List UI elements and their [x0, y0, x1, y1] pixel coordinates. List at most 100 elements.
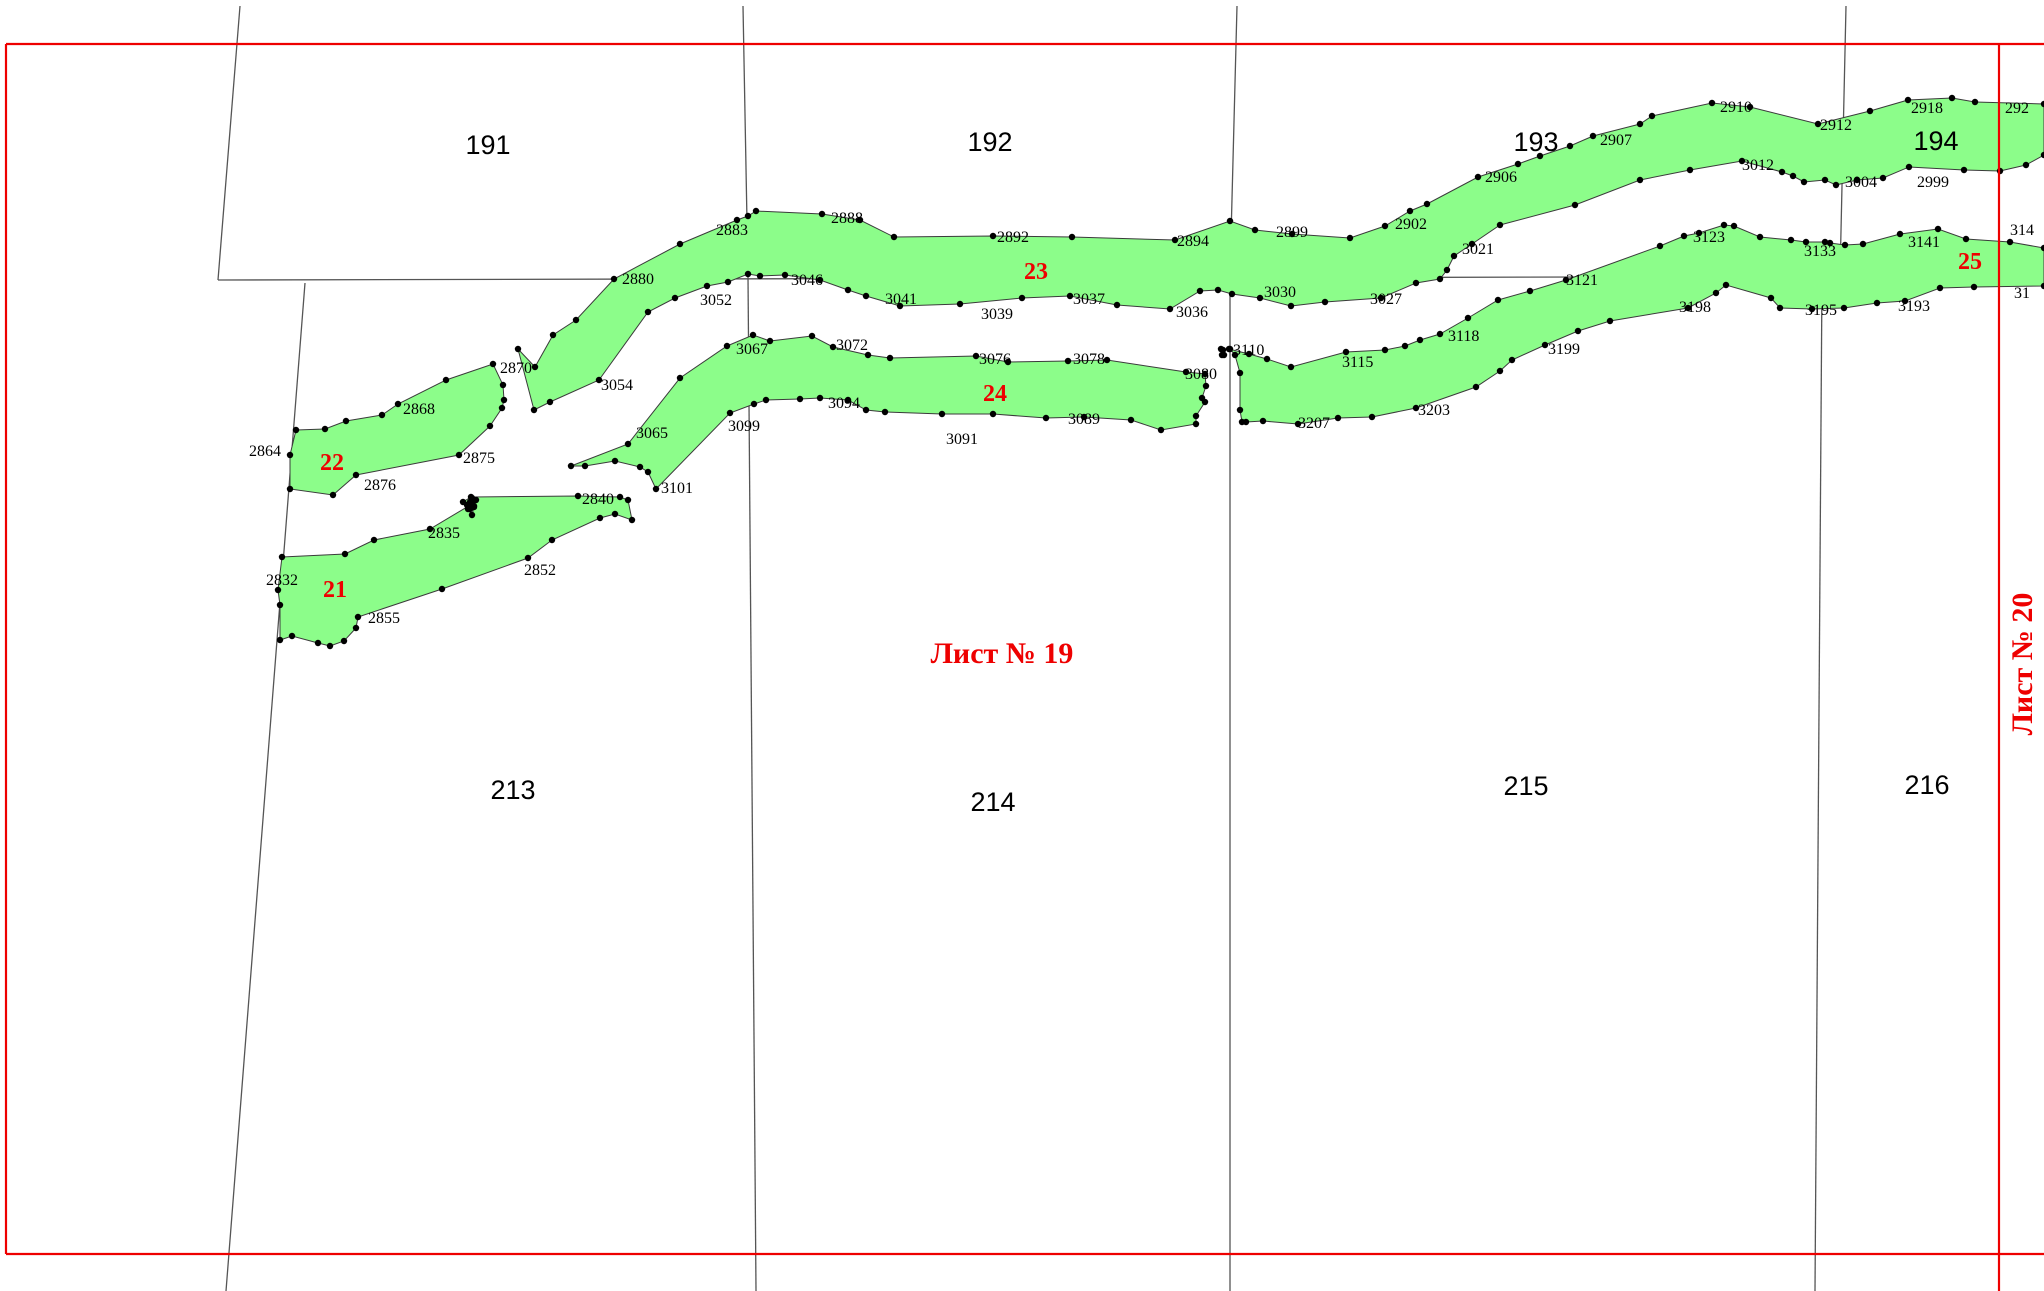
vertex-dot: [326, 642, 334, 650]
vertex-dot: [1606, 317, 1614, 325]
vertex-dot: [1574, 327, 1582, 335]
point-label: 3037: [1073, 291, 1105, 308]
point-label: 3052: [700, 292, 732, 309]
vertex-dot: [1821, 176, 1829, 184]
vertex-dot: [896, 302, 904, 310]
vertex-dot: [1746, 103, 1754, 111]
vertex-dot: [292, 426, 300, 434]
point-label: 2918: [1911, 100, 1943, 117]
vertex-dot: [1514, 160, 1522, 168]
vertex-dot: [610, 275, 618, 283]
vertex-dot: [726, 409, 734, 417]
vertex-dot: [548, 536, 556, 544]
vertex-dot: [1962, 235, 1970, 243]
vertex-dot: [498, 404, 506, 412]
vertex-dot: [1896, 230, 1904, 238]
vertex-dot: [352, 624, 360, 632]
vertex-dot: [1526, 287, 1534, 295]
point-label: 2855: [368, 610, 400, 627]
vertex-dot: [1636, 176, 1644, 184]
vertex-dot: [1157, 426, 1165, 434]
point-label: 3207: [1298, 415, 1330, 432]
plot-23[interactable]: [517, 97, 2044, 411]
vertex-dot: [1321, 298, 1329, 306]
quarter-boundary: [1814, 275, 1823, 1291]
vertex-dot: [1541, 341, 1549, 349]
vertex-dot: [1228, 290, 1236, 298]
vertex-dot: [438, 585, 446, 593]
vertex-dot: [595, 376, 603, 384]
vertex-dot: [1536, 152, 1544, 160]
point-label: 2910: [1720, 99, 1752, 116]
vertex-dot: [500, 396, 508, 404]
vertex-dot: [1226, 217, 1234, 225]
plot-21[interactable]: [277, 495, 633, 647]
vertex-dot: [354, 613, 362, 621]
vertex-dot: [459, 498, 467, 506]
sheet-title: Лист № 19: [931, 637, 1074, 670]
point-label: 3027: [1370, 291, 1402, 308]
vertex-dot: [1201, 398, 1209, 406]
vertex-dot: [1406, 207, 1414, 215]
vertex-dot: [1776, 304, 1784, 312]
plot-25[interactable]: [1220, 224, 2044, 425]
vertex-dot: [466, 505, 474, 513]
vertex-dot: [862, 406, 870, 414]
vertex-dot: [1288, 230, 1296, 238]
vertex-dot: [989, 232, 997, 240]
vertex-dot: [750, 400, 758, 408]
vertex-dot: [274, 586, 282, 594]
plot-label-25: 25: [1958, 249, 1982, 275]
plot-label-21: 21: [323, 577, 347, 603]
vertex-dot: [1821, 238, 1829, 246]
vertex-dot: [1236, 406, 1244, 414]
vertex-dot: [1423, 200, 1431, 208]
vertex-dot: [652, 485, 660, 493]
vertex-dot: [288, 632, 296, 640]
vertex-dot: [864, 351, 872, 359]
vertex-dot: [572, 316, 580, 324]
point-label: 3065: [636, 425, 668, 442]
point-label: 2888: [831, 210, 863, 227]
vertex-dot: [1841, 241, 1849, 249]
point-label: 3021: [1462, 241, 1494, 258]
vertex-dot: [1103, 356, 1111, 364]
vertex-dot: [890, 233, 898, 241]
vertex-dot: [749, 331, 757, 339]
vertex-dot: [1934, 225, 1942, 233]
vertex-dot: [856, 216, 864, 224]
vertex-dot: [567, 462, 575, 470]
vertex-dot: [781, 271, 789, 279]
quarter-boundary: [747, 275, 757, 1291]
vertex-dot: [644, 308, 652, 316]
vertex-dot: [499, 381, 507, 389]
point-label: 2902: [1395, 216, 1427, 233]
point-label: 3078: [1073, 351, 1105, 368]
point-label: 2875: [463, 450, 495, 467]
sheet-frame: [4, 42, 2044, 1291]
vertex-dot: [1342, 348, 1350, 356]
quarter-label-215: 215: [1503, 771, 1548, 801]
plot-label-23: 23: [1024, 259, 1048, 285]
vertex-dot: [816, 276, 824, 284]
vertex-dot: [676, 374, 684, 382]
vertex-dot: [818, 210, 826, 218]
vertex-dot: [1436, 330, 1444, 338]
vertex-dot: [744, 270, 752, 278]
point-label: 3072: [836, 337, 868, 354]
vertex-dot: [1171, 236, 1179, 244]
vertex-dot: [1127, 416, 1135, 424]
point-label: 2868: [403, 401, 435, 418]
point-label: 3141: [1908, 234, 1940, 251]
point-label: 3080: [1185, 366, 1217, 383]
point-labels: 2832 2835 2840 2852 2855 2864 2868 2870 …: [249, 99, 2034, 627]
point-label: 3110: [1233, 342, 1264, 359]
vertex-dot: [1936, 284, 1944, 292]
vertex-dot: [468, 511, 476, 519]
vertex-dot: [938, 410, 946, 418]
vertex-dot: [1879, 174, 1887, 182]
vertex-dot: [1182, 368, 1190, 376]
vertex-dot: [1767, 294, 1775, 302]
vertex-dot: [723, 342, 731, 350]
vertex-dot: [1218, 351, 1226, 359]
